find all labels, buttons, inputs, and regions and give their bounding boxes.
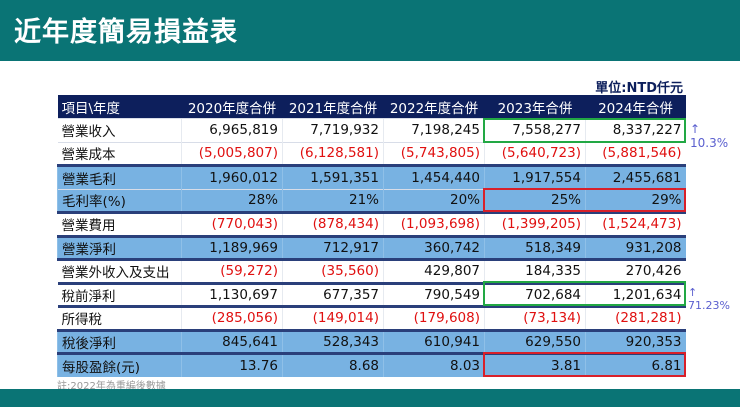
table-row: 營業毛利 1,960,012 1,591,351 1,454,440 1,917,554…	[57, 164, 686, 189]
column-header: 2022年度合併	[383, 95, 485, 119]
table-cell: (149,014)	[282, 305, 384, 330]
table-cell: (59,272)	[181, 258, 283, 283]
column-header: 2024年合併	[585, 95, 686, 119]
table-cell: 1,130,697	[181, 281, 283, 307]
table-cell: 518,349	[484, 234, 586, 260]
table-row: 營業費用 (770,043) (878,434) (1,093,698) (1,399,…	[57, 211, 686, 236]
table-cell: 184,335	[484, 258, 586, 283]
table-cell: (6,128,581)	[282, 141, 384, 166]
table-cell: (5,743,805)	[383, 141, 485, 166]
table-cell: 790,549	[383, 281, 485, 307]
table-cell: 3.81	[484, 352, 586, 377]
table-cell: 6.81	[585, 352, 686, 377]
table-cell: 8.03	[383, 352, 485, 377]
pretax-growth: ↑ 71.23%	[688, 286, 730, 312]
row-label: 營業毛利	[57, 164, 182, 189]
table-row: 每股盈餘(元) 13.76 8.68 8.03 3.81 6.81	[57, 352, 686, 377]
title-bar: 近年度簡易損益表	[0, 0, 740, 61]
table-cell: 1,960,012	[181, 164, 283, 189]
table-cell: (73,134)	[484, 305, 586, 330]
table-cell: 677,357	[282, 281, 384, 307]
table-row: 營業外收入及支出 (59,272) (35,560) 429,807 184,335 27…	[57, 258, 686, 283]
table-cell: 528,343	[282, 328, 384, 354]
row-label: 營業淨利	[57, 234, 182, 260]
table-cell: 28%	[181, 188, 283, 213]
table-cell: 845,641	[181, 328, 283, 354]
table-cell: (1,524,473)	[585, 211, 686, 236]
table-cell: (1,093,698)	[383, 211, 485, 236]
table-cell: (770,043)	[181, 211, 283, 236]
table-cell: 7,558,277	[484, 118, 586, 142]
row-label: 營業成本	[57, 141, 182, 166]
table-cell: 21%	[282, 188, 384, 213]
table-row: 所得稅 (285,056) (149,014) (179,608) (73,134) (2…	[57, 305, 686, 330]
header-row: 項目\年度 2020年度合併 2021年度合併 2022年度合併 2023年合併 2024…	[57, 95, 686, 119]
highlight-pretax-box	[483, 281, 686, 306]
table-cell: (5,640,723)	[484, 141, 586, 166]
revenue-growth: ↑ 10.3%	[690, 122, 729, 150]
table-cell: 920,353	[585, 328, 686, 354]
page-title: 近年度簡易損益表	[14, 17, 238, 48]
table-cell: 1,454,440	[383, 164, 485, 189]
table-cell: 7,719,932	[282, 118, 384, 142]
table-cell: (5,005,807)	[181, 141, 283, 166]
row-label: 營業外收入及支出	[57, 258, 182, 283]
table-cell: 7,198,245	[383, 118, 485, 142]
table-cell: (878,434)	[282, 211, 384, 236]
income-statement-table: 項目\年度 2020年度合併 2021年度合併 2022年度合併 2023年合併 2024…	[57, 95, 686, 377]
table-cell: (285,056)	[181, 305, 283, 330]
row-label: 稅前淨利	[57, 281, 182, 307]
row-label: 營業收入	[57, 118, 182, 142]
column-header: 2023年合併	[484, 95, 586, 119]
table-cell: 610,941	[383, 328, 485, 354]
row-label: 毛利率(%)	[57, 188, 182, 213]
table-cell: 270,426	[585, 258, 686, 283]
highlight-eps-box	[483, 352, 686, 377]
table-cell: 1,591,351	[282, 164, 384, 189]
table-cell: (179,608)	[383, 305, 485, 330]
table-cell: 429,807	[383, 258, 485, 283]
unit-label: 單位:NTD仟元	[595, 81, 683, 96]
row-label: 每股盈餘(元)	[57, 352, 182, 377]
table-cell: 20%	[383, 188, 485, 213]
table-cell: 702,684	[484, 281, 586, 307]
table-row: 稅前淨利 1,130,697 677,357 790,549 702,684 1,201,…	[57, 281, 686, 307]
table-row: 營業淨利 1,189,969 712,917 360,742 518,349 931,20…	[57, 234, 686, 260]
table-row: 稅後淨利 845,641 528,343 610,941 629,550 920,353	[57, 328, 686, 354]
footnote: 註:2022年為重編後數據	[57, 381, 166, 392]
table-cell: 1,917,554	[484, 164, 586, 189]
table-cell: 6,965,819	[181, 118, 283, 142]
table-cell: 1,189,969	[181, 234, 283, 260]
row-label: 所得稅	[57, 305, 182, 330]
table-row: 毛利率(%) 28% 21% 20% 25% 29%	[57, 188, 686, 213]
highlight-gross-margin-box	[483, 188, 686, 212]
row-label: 稅後淨利	[57, 328, 182, 354]
table-cell: 931,208	[585, 234, 686, 260]
footer-bar	[0, 389, 740, 407]
highlight-revenue-box	[483, 118, 686, 143]
table-cell: 8.68	[282, 352, 384, 377]
table-cell: 13.76	[181, 352, 283, 377]
column-header: 2021年度合併	[282, 95, 384, 119]
table-cell: 2,455,681	[585, 164, 686, 189]
row-label: 營業費用	[57, 211, 182, 236]
table-cell: (1,399,205)	[484, 211, 586, 236]
table-cell: (281,281)	[585, 305, 686, 330]
table-cell: 29%	[585, 188, 686, 213]
table-cell: (35,560)	[282, 258, 384, 283]
table-cell: 712,917	[282, 234, 384, 260]
table-row: 營業收入 6,965,819 7,719,932 7,198,245 7,558,277…	[57, 118, 686, 142]
table-cell: (5,881,546)	[585, 141, 686, 166]
table-row: 營業成本 (5,005,807) (6,128,581) (5,743,805) (5,…	[57, 141, 686, 166]
table-cell: 360,742	[383, 234, 485, 260]
column-header: 2020年度合併	[181, 95, 283, 119]
table-cell: 629,550	[484, 328, 586, 354]
column-header: 項目\年度	[57, 95, 182, 119]
table-cell: 1,201,634	[585, 281, 686, 307]
